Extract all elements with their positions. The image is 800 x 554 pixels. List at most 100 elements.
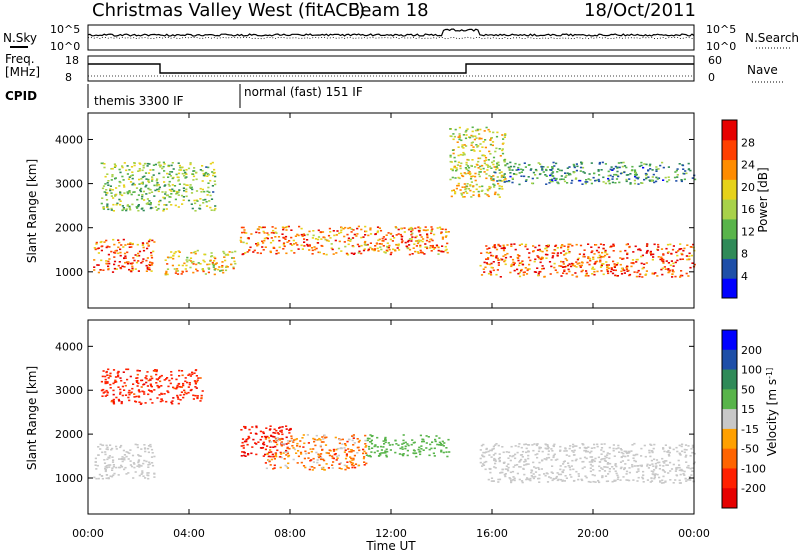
power-cell [119,251,122,254]
velocity-cell [244,426,247,428]
velocity-cell [687,464,690,467]
velocity-cell [406,449,409,452]
velocity-cell [559,473,563,476]
power-cell [179,169,183,171]
velocity-cell [146,371,149,373]
power-cell [379,246,382,248]
power-cell [94,248,97,251]
velocity-cell [520,458,523,461]
velocity-cell [412,449,416,451]
power-cell [163,204,166,206]
velocity-cell [267,455,270,458]
velocity-cell [99,448,102,450]
power-cell [503,181,506,183]
velocity-cell [658,468,661,470]
power-cell [109,185,112,187]
power-cell [491,141,495,143]
power-cell [692,243,695,246]
power-cell [243,229,246,231]
velocity-cell [626,451,629,454]
power-cell [213,171,216,174]
power-cell [411,229,414,231]
velocity-cell [366,439,369,442]
power-cell [106,173,109,175]
velocity-cell [106,446,109,449]
power-cell [551,175,554,177]
power-cell [482,141,485,143]
power-cell [682,249,685,252]
velocity-cell [297,450,300,452]
velocity-cell [667,472,670,474]
power-cell [460,192,463,195]
power-cell [597,246,600,249]
velocity-cell [422,449,425,451]
power-cell [377,250,380,252]
velocity-cell [281,426,284,428]
power-cell [199,204,202,207]
velocity-cell [366,437,369,440]
power-cell [490,137,493,139]
power-cell [466,128,469,130]
velocity-cell [285,425,288,427]
velocity-cell [594,481,597,483]
velocity-cell [319,444,322,447]
power-cell [174,272,177,274]
power-cell [267,234,270,236]
power-cell [641,254,644,257]
power-cell [589,259,592,262]
power-cell [95,241,98,244]
power-cell [496,131,499,134]
velocity-cell [143,459,146,462]
velocity-cell [264,438,267,440]
velocity-cell [440,449,443,452]
velocity-cell [428,448,431,451]
power-cell [138,178,141,181]
power-cell [162,210,165,212]
power-cell [544,253,548,256]
velocity-cell [512,476,515,478]
velocity-cell [684,444,688,446]
velocity-cell [420,448,423,450]
velocity-cell [113,381,116,383]
power-cell [126,205,129,207]
power-cell [568,270,571,273]
velocity-cell [603,457,606,460]
power-cell [489,139,492,141]
power-cell [464,188,467,191]
power-cell [568,166,571,168]
power-cell [563,245,566,247]
power-cell [591,273,594,275]
power-cell [645,245,649,247]
power-cell [431,246,434,249]
velocity-cell [573,454,576,456]
velocity-cell [240,455,243,457]
power-cell [169,171,172,173]
velocity-cell [663,462,666,464]
power-cell [218,266,221,268]
velocity-cell [166,377,169,379]
power-cell [203,253,206,256]
velocity-cell [552,477,555,480]
velocity-cell [640,465,643,468]
velocity-colorbar-frame [721,329,738,509]
power-cell [174,251,177,253]
power-cell [332,253,335,255]
freq-strip: Freq. [MHz] 18 8 60 0 Nave [5,52,784,84]
velocity-cell [653,474,656,477]
velocity-cell [636,453,639,456]
velocity-cell [180,370,184,372]
power-cell [607,180,610,183]
velocity-cell [112,382,115,385]
power-cell [105,246,108,249]
velocity-cell [149,445,152,448]
power-cell [660,256,663,259]
power-cell [400,238,403,240]
power-cell [543,275,546,278]
velocity-cell [130,465,134,468]
power-cell [440,250,443,253]
power-cell [378,243,381,245]
power-cell [214,263,217,266]
velocity-cell [140,448,143,450]
power-cell [586,181,589,183]
power-cell [129,243,132,245]
